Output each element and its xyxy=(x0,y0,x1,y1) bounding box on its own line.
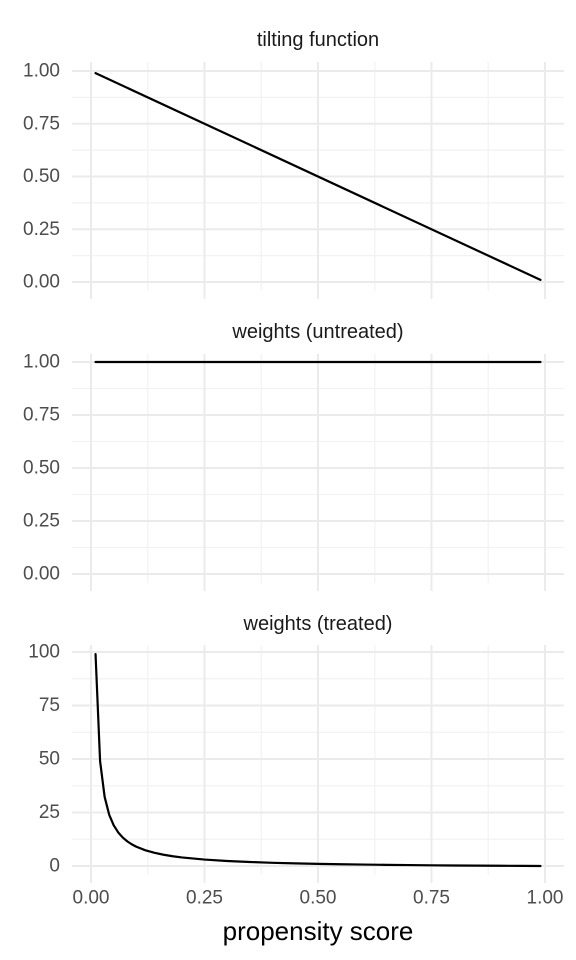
y-tick-label: 1.00 xyxy=(23,352,60,373)
y-tick-label: 25 xyxy=(39,802,60,823)
x-tick-label: 0.75 xyxy=(413,888,450,909)
y-tick-label: 50 xyxy=(39,749,60,770)
panel-1: 0.00 0.25 0.50 0.75 1.00 tilting function xyxy=(23,29,564,299)
x-axis-title: propensity score xyxy=(223,916,414,946)
y-tick-label: 0.75 xyxy=(23,113,60,134)
y-tick-label: 1.00 xyxy=(23,61,60,82)
panel-title: tilting function xyxy=(257,29,379,51)
series-line-1 xyxy=(94,72,542,281)
x-tick-label: 0.00 xyxy=(73,888,110,909)
panel-title: weights (treated) xyxy=(243,613,393,635)
panel-3: 0 25 50 75 100 weights (treated) 0.00 0.25 0.50 0… xyxy=(28,613,564,946)
x-tick-label: 0.25 xyxy=(186,888,223,909)
y-tick-label: 0.75 xyxy=(23,405,60,426)
panel-title: weights (untreated) xyxy=(231,321,403,343)
panel-2: 0.00 0.25 0.50 0.75 1.00 weights (untreated) xyxy=(23,321,564,591)
y-tick-label: 0.25 xyxy=(23,219,60,240)
y-tick-label: 0.50 xyxy=(23,166,60,187)
y-tick-label: 0.00 xyxy=(23,564,60,585)
series-line-1 xyxy=(94,653,542,868)
y-tick-label: 100 xyxy=(28,642,60,663)
x-tick-label: 1.00 xyxy=(527,888,564,909)
y-tick-label: 0.50 xyxy=(23,458,60,479)
y-tick-label: 0.00 xyxy=(23,272,60,293)
y-tick-label: 0.25 xyxy=(23,511,60,532)
y-tick-label: 0 xyxy=(49,856,60,877)
y-tick-label: 75 xyxy=(39,695,60,716)
x-tick-label: 0.50 xyxy=(300,888,337,909)
